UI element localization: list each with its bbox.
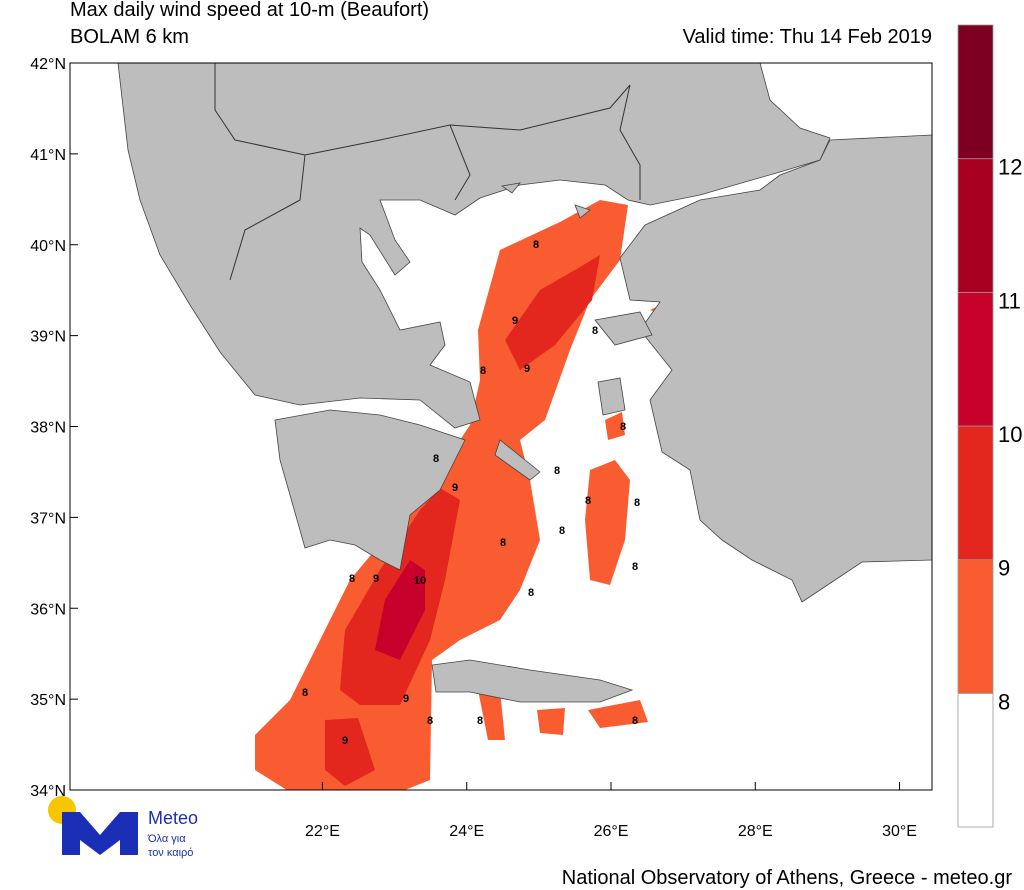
lon-label: 26°E [594,823,629,840]
peloponnese [274,409,466,571]
lat-label: 35°N [30,692,66,709]
contour-label: 8 [477,715,483,727]
borders [214,63,641,281]
lon-label: 28°E [738,823,773,840]
colorbar-label: 11 [998,288,1021,313]
contour-label: 9 [524,363,530,375]
logo-mark [62,812,138,855]
contour-label: 8 [528,587,534,599]
wind-8 [585,460,630,585]
contour-label: 9 [403,693,409,705]
lon-label: 22°E [305,823,340,840]
map-subtitle: BOLAM 6 km [70,26,189,48]
lat-label: 42°N [30,56,66,73]
colorbar-label: 12 [998,155,1022,180]
logo-tagline: τον καιρό [148,847,193,859]
colorbar-box [957,692,994,828]
contour-label: 8 [427,715,433,727]
colorbar-box [957,425,994,561]
map-title: Max daily wind speed at 10-m (Beaufort) [70,0,429,21]
lat-label: 36°N [30,601,66,618]
contour-label: 9 [452,482,458,494]
lat-label: 34°N [30,783,66,800]
contour-label: 8 [349,573,355,585]
contour-label: 8 [585,495,591,507]
lat-label: 37°N [30,510,66,527]
anatolia [619,134,932,603]
valid-time: Valid time: Thu 14 Feb 2019 [683,26,932,48]
lon-label: 24°E [449,823,484,840]
colorbar-box [957,24,994,160]
contour-label: 8 [620,421,626,433]
contour-label: 8 [634,497,640,509]
crete [431,659,634,703]
contour-label: 9 [373,573,379,585]
contour-label: 8 [533,239,539,251]
logo-name: Meteo [148,808,198,828]
lat-label: 38°N [30,420,66,437]
contour-label: 8 [632,715,638,727]
footer: National Observatory of Athens, Greece -… [562,867,1013,889]
lat-label: 41°N [30,147,66,164]
logo-tagline: Όλα για [147,833,186,845]
lat-label: 40°N [30,238,66,255]
colorbar-box [957,291,994,427]
logo: Meteo Όλα για τον καιρό [48,796,198,859]
map-area [70,63,932,790]
wind-9 [325,718,375,786]
wind-9 [505,255,600,370]
contour-label: 8 [559,525,565,537]
contour-label: 10 [414,575,426,587]
contour-label: 8 [632,561,638,573]
wind-10 [375,560,425,660]
colorbar-box [957,559,994,694]
contour-label: 8 [480,365,486,377]
lon-label: 30°E [882,823,917,840]
islands [494,182,653,481]
contour-label: 8 [433,453,439,465]
colorbar-label: 10 [998,422,1022,447]
lat-label: 39°N [30,329,66,346]
balkans [117,63,831,429]
contour-label: 9 [512,315,518,327]
contour-label: 9 [342,735,348,747]
colorbar-box [957,158,994,293]
contour-label: 8 [500,537,506,549]
contour-label: 8 [302,687,308,699]
land [117,63,932,703]
contour-label: 8 [592,325,598,337]
colorbar-label: 8 [998,689,1010,714]
colorbar-label: 9 [998,556,1010,581]
contour-label: 8 [554,465,560,477]
